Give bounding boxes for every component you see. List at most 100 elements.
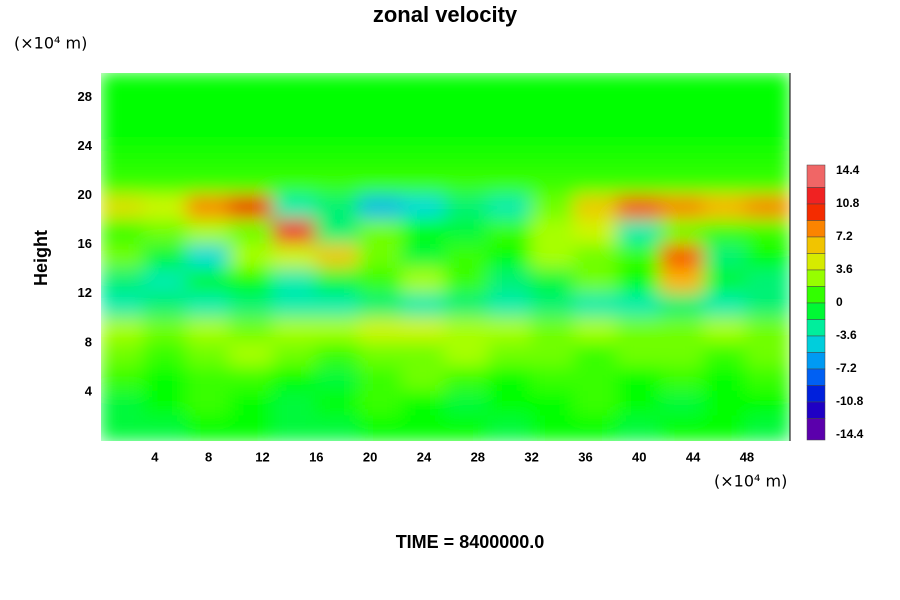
heatmap-cell <box>573 121 619 148</box>
x-unit: (×10⁴ m) <box>714 472 787 491</box>
heatmap-cell <box>101 145 146 173</box>
heatmap-cell <box>530 366 576 393</box>
heatmap-cell <box>659 390 705 418</box>
colorbar-tick-label: 10.8 <box>836 196 860 210</box>
heatmap-cell <box>659 366 705 393</box>
heatmap-cell <box>702 145 748 173</box>
heatmap-cell <box>401 194 447 222</box>
heatmap-cell <box>530 219 576 246</box>
colorbar-tick-label: -10.8 <box>836 394 864 408</box>
colorbar-band <box>806 302 826 320</box>
plot-area <box>101 73 790 441</box>
heatmap-cell <box>358 292 404 320</box>
heatmap-cell <box>444 415 490 441</box>
heatmap-cell <box>358 73 404 99</box>
heatmap-cell <box>487 194 533 222</box>
x-tick-label: 20 <box>363 449 377 464</box>
heatmap-cell <box>401 341 447 369</box>
colorbar-band <box>806 236 826 254</box>
heatmap-cell <box>616 145 662 173</box>
heatmap-cell <box>186 341 232 369</box>
heatmap-cell <box>143 121 189 148</box>
heatmap-cell <box>702 268 748 295</box>
heatmap-cell <box>444 145 490 173</box>
heatmap-cell <box>186 194 232 222</box>
heatmap-cell <box>745 121 790 148</box>
colorbar-tick-label: -7.2 <box>836 361 857 375</box>
heatmap-cell <box>143 145 189 173</box>
heatmap-cell <box>186 366 232 393</box>
colorbar-tick-label: 14.4 <box>836 163 860 177</box>
colorbar-band <box>806 319 826 337</box>
heatmap-cell <box>745 268 790 295</box>
heatmap-cell <box>401 390 447 418</box>
heatmap-cell <box>745 145 790 173</box>
heatmap-cell <box>659 317 705 344</box>
heatmap-cell <box>702 390 748 418</box>
heatmap-cell <box>101 96 146 124</box>
heatmap-cell <box>702 243 748 271</box>
heatmap-cell <box>272 121 318 148</box>
heatmap-cell <box>702 219 748 246</box>
colorbar-band <box>806 253 826 271</box>
heatmap-cell <box>530 341 576 369</box>
colorbar: 14.4 10.8 7.2 3.6 0 -3.6 -7.2 -10.8 -14.4 <box>806 163 864 441</box>
colorbar-band <box>806 286 826 304</box>
heatmap-cell <box>143 96 189 124</box>
heatmap-cell <box>101 317 146 344</box>
x-tick-label: 36 <box>578 449 592 464</box>
heatmap-cell <box>229 243 275 271</box>
heatmap-cell <box>272 317 318 344</box>
heatmap-cell <box>487 341 533 369</box>
heatmap-cell <box>101 121 146 148</box>
x-tick-label: 48 <box>740 449 754 464</box>
heatmap-cell <box>143 194 189 222</box>
heatmap-cell <box>745 390 790 418</box>
heatmap-cell <box>401 415 447 441</box>
chart-title: zonal velocity <box>373 2 518 27</box>
heatmap-cell <box>616 121 662 148</box>
colorbar-tick-label: 0 <box>836 295 843 309</box>
heatmap-cell <box>401 121 447 148</box>
x-tick-label: 24 <box>417 449 432 464</box>
heatmap-cell <box>616 219 662 246</box>
heatmap-cell <box>358 243 404 271</box>
heatmap-cell <box>143 170 189 197</box>
heatmap-cell <box>272 292 318 320</box>
heatmap-cell <box>358 194 404 222</box>
heatmap-cell <box>530 73 576 99</box>
heatmap-cell <box>101 341 146 369</box>
heatmap-cell <box>659 145 705 173</box>
heatmap-cell <box>101 170 146 197</box>
colorbar-band <box>806 269 826 287</box>
heatmap-cell <box>272 73 318 99</box>
heatmap-cell <box>272 96 318 124</box>
heatmap-cell <box>101 292 146 320</box>
heatmap-cell <box>530 317 576 344</box>
heatmap-cell <box>101 415 146 441</box>
heatmap-cell <box>358 170 404 197</box>
heatmap-cell <box>229 341 275 369</box>
heatmap-cell <box>745 243 790 271</box>
heatmap-cell <box>229 145 275 173</box>
heatmap-cell <box>444 219 490 246</box>
heatmap-cell <box>229 268 275 295</box>
heatmap-cell <box>487 317 533 344</box>
heatmap-cell <box>616 341 662 369</box>
heatmap-cell <box>315 219 361 246</box>
heatmap-cell <box>530 268 576 295</box>
colorbar-band <box>806 220 826 238</box>
heatmap-cell <box>616 194 662 222</box>
heatmap-cell <box>659 292 705 320</box>
heatmap-cell <box>444 170 490 197</box>
heatmap-cell <box>487 121 533 148</box>
heatmap-cell <box>358 145 404 173</box>
heatmap-cell <box>143 341 189 369</box>
heatmap-cell <box>616 96 662 124</box>
heatmap-cell <box>573 390 619 418</box>
heatmap-cell <box>186 96 232 124</box>
heatmap-cell <box>401 145 447 173</box>
heatmap-cell <box>616 317 662 344</box>
heatmap-cell <box>616 243 662 271</box>
heatmap-cell <box>487 170 533 197</box>
